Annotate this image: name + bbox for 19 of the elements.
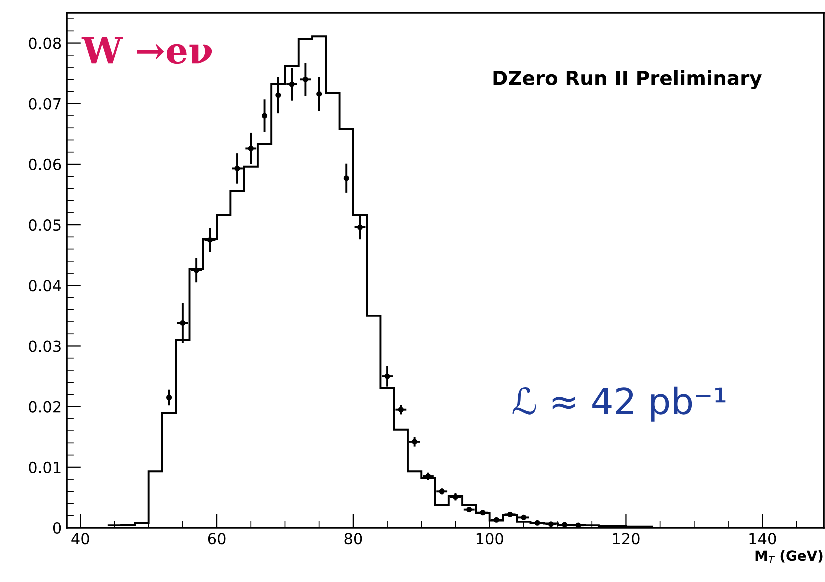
x-tick-label: 40 — [72, 533, 90, 545]
y-tick-label: 0.03 — [29, 340, 61, 352]
y-tick-label: 0.06 — [29, 158, 62, 170]
y-tick-label: 0.01 — [29, 462, 61, 474]
y-tick-label: 0.02 — [29, 401, 61, 413]
x-axis-title: M$_{T}$ (GeV) — [756, 550, 823, 564]
annotation: DZero Run II Preliminary — [494, 70, 762, 90]
y-tick-label: 0.04 — [29, 280, 62, 292]
x-tick-label: 60 — [208, 533, 226, 545]
x-tick-label: 100 — [476, 533, 504, 545]
x-tick-label: 120 — [613, 533, 640, 545]
x-tick-label: 140 — [750, 533, 776, 545]
y-tick-label: 0.08 — [29, 38, 62, 50]
x-tick-label: 80 — [344, 533, 362, 545]
annotation: ℒ ≈ 42 pb⁻¹ — [512, 386, 726, 422]
y-tick-label: 0 — [53, 522, 62, 534]
y-tick-label: 0.07 — [29, 98, 61, 110]
annotation: W →eν — [82, 37, 212, 64]
y-tick-label: 0.05 — [29, 220, 61, 232]
